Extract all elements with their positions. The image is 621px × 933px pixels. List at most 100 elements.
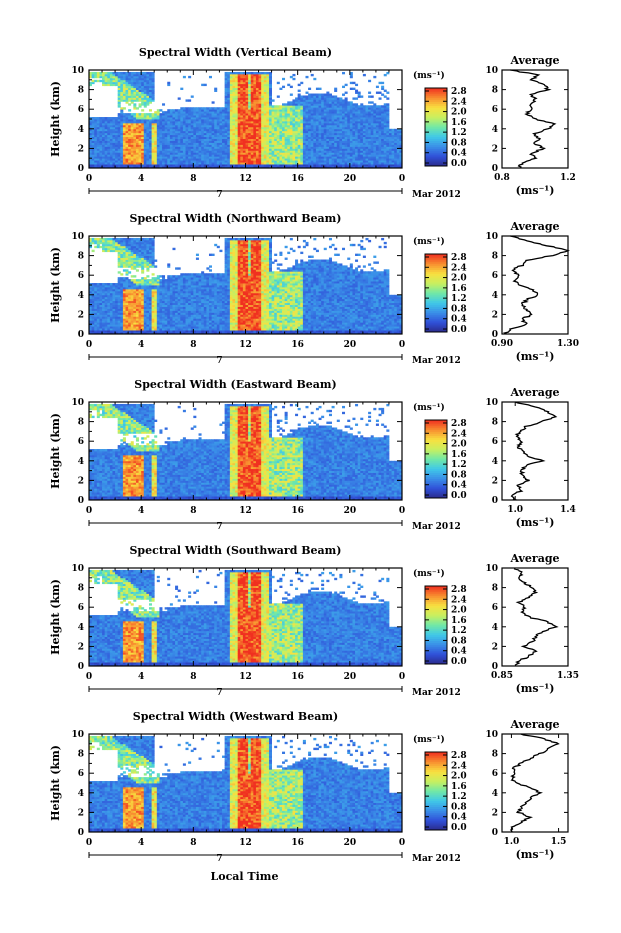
heatmap-cell (277, 82, 280, 84)
heatmap-cells (89, 238, 402, 334)
heatmap-cell (358, 105, 361, 107)
heatmap-cell (136, 72, 139, 74)
heatmap-cell (355, 97, 358, 99)
heatmap-cell (355, 103, 358, 105)
heatmap-cell (107, 117, 110, 119)
heatmap-cell (345, 92, 348, 94)
heatmap-cell (316, 88, 319, 90)
colorbar-unit: (ms⁻¹) (413, 70, 445, 81)
heatmap-cell (285, 103, 288, 105)
heatmap-cell (287, 84, 290, 86)
heatmap-cell (298, 94, 301, 96)
heatmap-cell (319, 94, 322, 96)
heatmap-cell (201, 107, 204, 109)
heatmap-cell (180, 107, 183, 109)
heatmap-cell (133, 72, 136, 74)
heatmap-cell (347, 101, 350, 103)
heatmap-cell (342, 86, 345, 88)
heatmap-cell (384, 103, 387, 105)
heatmap-cell (94, 72, 97, 74)
heatmap-cell (139, 113, 142, 115)
heatmap-cell (352, 88, 355, 90)
heatmap-cell (321, 94, 324, 96)
heatmap-cell (355, 90, 358, 92)
heatmap-cell (199, 107, 202, 109)
heatmap-cell (186, 99, 189, 101)
average-y-tick-label: 6 (492, 105, 498, 115)
heatmap-cell (381, 82, 384, 84)
heatmap-cell (136, 113, 139, 115)
heatmap-cell (201, 84, 204, 86)
heatmap-cell (376, 92, 379, 94)
colorbar-tick-label: 0.8 (451, 138, 467, 148)
y-tick-label: 8 (78, 86, 84, 96)
heatmap-cell (180, 88, 183, 90)
heatmap-cell (99, 80, 102, 82)
heatmap-cell (350, 82, 353, 84)
heatmap-cell (94, 80, 97, 82)
colorbar-tick-label: 1.6 (451, 118, 467, 128)
heatmap-cell (204, 84, 207, 86)
heatmap-cell (350, 101, 353, 103)
heatmap-cell (345, 97, 348, 99)
heatmap-cell (186, 107, 189, 109)
heatmap-cell (324, 94, 327, 96)
heatmap-cell (371, 101, 374, 103)
heatmap-cell (311, 74, 314, 76)
heatmap-cell (277, 95, 280, 97)
heatmap-cell (298, 84, 301, 86)
colorbar-tick-label: 1.2 (451, 128, 467, 138)
x-tick-label: 12 (239, 174, 252, 184)
heatmap-cell (389, 129, 392, 131)
heatmap-cell (277, 105, 280, 107)
heatmap-cell (305, 76, 308, 78)
heatmap-cell (368, 101, 371, 103)
heatmap-cell (240, 72, 243, 74)
heatmap-cell (287, 101, 290, 103)
heatmap-cell (319, 88, 322, 90)
heatmap-cell (193, 107, 196, 109)
heatmap-cell (162, 111, 165, 113)
heatmap-cell (329, 94, 332, 96)
heatmap-cell (253, 72, 256, 74)
heatmap-cell (217, 107, 220, 109)
heatmap-cell (337, 97, 340, 99)
heatmap-cell (360, 103, 363, 105)
heatmap-cell (308, 88, 311, 90)
heatmap-cell (144, 72, 147, 74)
heatmap-cell (191, 95, 194, 97)
heatmap-cell (334, 88, 337, 90)
heatmap-cell (162, 103, 165, 105)
date-label: 7 (216, 190, 222, 200)
heatmap-cell (219, 107, 222, 109)
heatmap-cell (308, 94, 311, 96)
heatmap-cell (386, 103, 389, 105)
heatmap-cell (368, 92, 371, 94)
heatmap-cell (235, 72, 238, 74)
heatmap-cell (352, 103, 355, 105)
heatmap-cell (363, 105, 366, 107)
heatmap-cell (365, 105, 368, 107)
heatmap-cell (316, 94, 319, 96)
x-tick-label: 0 (86, 174, 92, 184)
heatmap-cell (342, 72, 345, 74)
x-tick-label: 20 (344, 174, 357, 184)
heatmap-cell (118, 113, 121, 115)
colorbar-tick-label: 2.8 (451, 87, 467, 97)
heatmap-cell (120, 72, 123, 74)
heatmap-cell (165, 111, 168, 113)
heatmap-cell (368, 80, 371, 82)
heatmap-cell (386, 97, 389, 99)
heatmap-cell (379, 97, 382, 99)
heatmap-cell (128, 113, 131, 115)
heatmap-cell (311, 94, 314, 96)
heatmap-cell (305, 92, 308, 94)
heatmap-cell (384, 95, 387, 97)
heatmap-cell (191, 107, 194, 109)
heatmap-cell (99, 117, 102, 119)
heatmap-cell (175, 109, 178, 111)
heatmap-cell (371, 105, 374, 107)
x-tick-label: 4 (138, 174, 144, 184)
heatmap-cell (373, 103, 376, 105)
